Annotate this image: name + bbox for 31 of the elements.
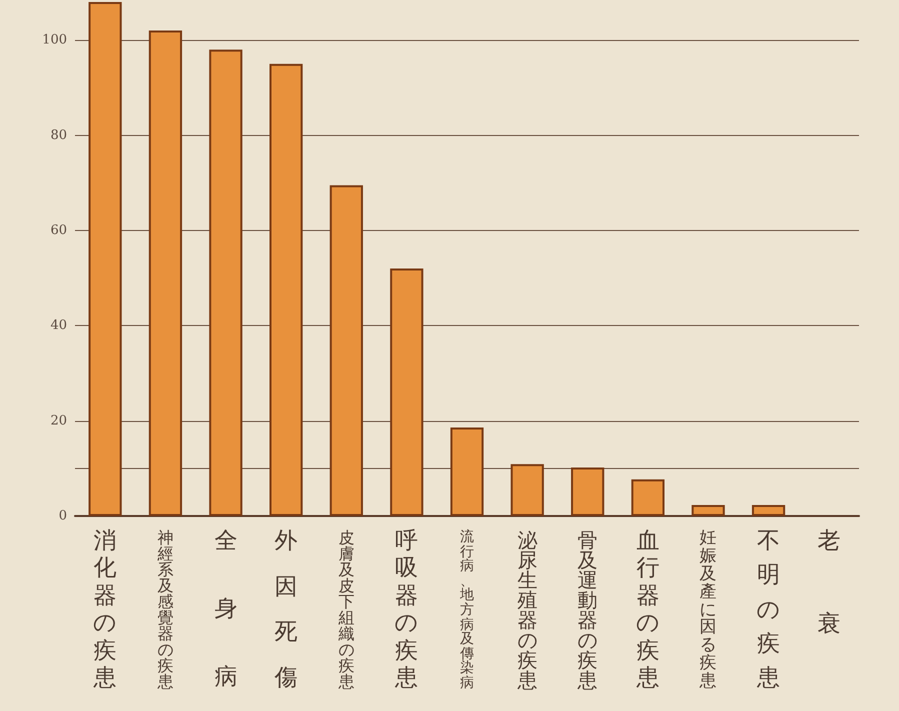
y-tick-label: 60 — [50, 222, 67, 238]
bar — [390, 268, 424, 516]
y-tick-label: 40 — [50, 318, 67, 334]
x-tick-label: 泌尿生殖器の疾患 — [517, 528, 538, 692]
y-tick-label: 20 — [50, 413, 67, 428]
bar — [752, 505, 786, 516]
x-tick-label: 消化器の疾患 — [93, 528, 118, 691]
category-label: 皮膚及皮下組織の疾患 — [338, 528, 354, 691]
x-tick-label: 呼吸器の疾患 — [394, 528, 419, 691]
bar — [88, 2, 122, 516]
category-label: 妊娠及產に因る疾患 — [700, 528, 717, 691]
bar — [450, 427, 484, 516]
category-label: 老衰 — [817, 528, 840, 637]
bar — [510, 464, 544, 516]
bar — [269, 64, 303, 516]
category-label: 流行病、地方病及傳染病 — [460, 529, 474, 691]
bar — [209, 50, 242, 516]
category-label: 全身病 — [214, 528, 238, 690]
bar — [330, 185, 363, 516]
x-tick-label: 血行器の疾患 — [636, 528, 660, 691]
x-tick-label: 不明の疾患 — [756, 528, 781, 691]
bar — [692, 505, 725, 516]
y-tick-label: 0 — [58, 508, 67, 524]
x-tick-label: 外因死傷 — [274, 528, 298, 691]
bar — [148, 30, 182, 516]
bar — [571, 467, 604, 516]
bar — [631, 479, 665, 516]
y-tick-label: 100 — [42, 32, 67, 48]
category-label: 神經系及感覺器の疾患 — [157, 528, 174, 691]
x-tick-label: 骨及運動器の疾患 — [578, 528, 598, 692]
y-tick-label: 80 — [50, 128, 67, 143]
